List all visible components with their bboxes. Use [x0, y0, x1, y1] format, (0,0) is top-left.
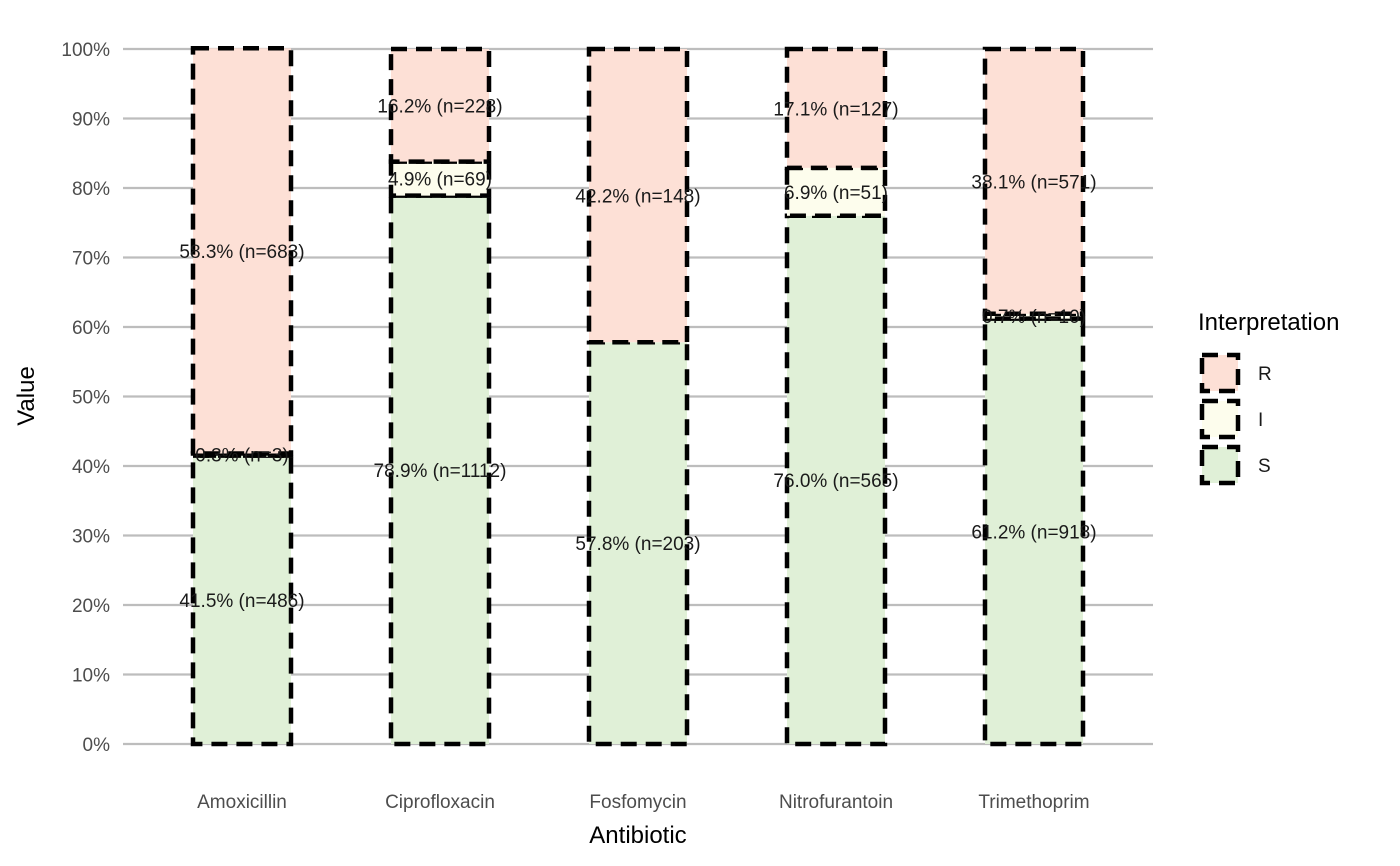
bar-segment-S	[784, 213, 888, 747]
legend-label: I	[1258, 410, 1263, 431]
legend-label: S	[1258, 456, 1271, 477]
legend-key-S	[1199, 444, 1241, 486]
x-axis-tick-labels: Amoxicillin Ciprofloxacin Fosfomycin Nitrof…	[197, 792, 1089, 813]
bar-segment-I	[784, 165, 888, 219]
bars	[190, 46, 1086, 747]
bar-label: 76.0% (n=565)	[773, 471, 898, 492]
x-tick-label: Trimethoprim	[978, 792, 1089, 813]
y-tick-label: 80%	[72, 179, 110, 200]
bar-segment-R	[190, 46, 294, 456]
y-tick-label: 0%	[83, 735, 111, 756]
bar-label: 0.3% (n=3)	[195, 446, 288, 467]
bar-segment-R	[982, 46, 1086, 317]
y-axis-title: Value	[13, 366, 40, 426]
bar-segment-I	[982, 311, 1086, 321]
bar-label: 0.7% (n=10)	[982, 307, 1086, 328]
y-tick-label: 30%	[72, 527, 110, 548]
x-tick-label: Ciprofloxacin	[385, 792, 495, 813]
bar-label: 6.9% (n=51)	[784, 183, 888, 204]
bar-label: 42.2% (n=148)	[575, 187, 700, 208]
y-tick-label: 100%	[61, 40, 110, 61]
y-axis-tick-labels: 0% 10% 20% 30% 40% 50% 60% 70% 80% 90% 100%	[61, 40, 110, 756]
bar-label: 61.2% (n=918)	[971, 522, 1096, 543]
bar-label: 57.8% (n=203)	[575, 534, 700, 555]
legend-label: R	[1258, 364, 1272, 385]
bar-label: 41.5% (n=486)	[179, 591, 304, 612]
legend-key-R	[1199, 352, 1241, 394]
y-tick-label: 60%	[72, 318, 110, 339]
y-tick-label: 10%	[72, 666, 110, 687]
bar-segment-S	[982, 316, 1086, 747]
y-tick-label: 40%	[72, 457, 110, 478]
bar-label: 78.9% (n=1112)	[374, 461, 507, 482]
y-tick-label: 50%	[72, 388, 110, 409]
bar-data-labels: 41.5% (n=486) 0.3% (n=3) 58.3% (n=683) 78.9…	[179, 96, 1096, 611]
legend: Interpretation R I S	[1198, 309, 1339, 486]
bar-segment-R	[388, 46, 492, 164]
x-axis-title: Antibiotic	[589, 822, 686, 849]
bar-label: 16.2% (n=228)	[377, 96, 502, 117]
legend-title: Interpretation	[1198, 309, 1339, 336]
y-tick-label: 20%	[72, 596, 110, 617]
x-tick-label: Amoxicillin	[197, 792, 287, 813]
bar-label: 38.1% (n=571)	[971, 172, 1096, 193]
y-tick-label: 90%	[72, 110, 110, 131]
bar-segment-S	[388, 193, 492, 747]
bar-segment-R	[586, 46, 690, 345]
bar-segment-R	[784, 46, 888, 171]
x-tick-label: Nitrofurantoin	[779, 792, 893, 813]
bar-segment-I	[388, 159, 492, 198]
bar-label: 4.9% (n=69)	[388, 170, 492, 191]
y-tick-label: 70%	[72, 249, 110, 270]
legend-key-I	[1199, 398, 1241, 440]
bar-segment-S	[190, 453, 294, 747]
bar-segment-S	[586, 340, 690, 747]
bar-label: 58.3% (n=683)	[179, 242, 304, 263]
x-tick-label: Fosfomycin	[589, 792, 686, 813]
bar-label: 17.1% (n=127)	[773, 99, 898, 120]
